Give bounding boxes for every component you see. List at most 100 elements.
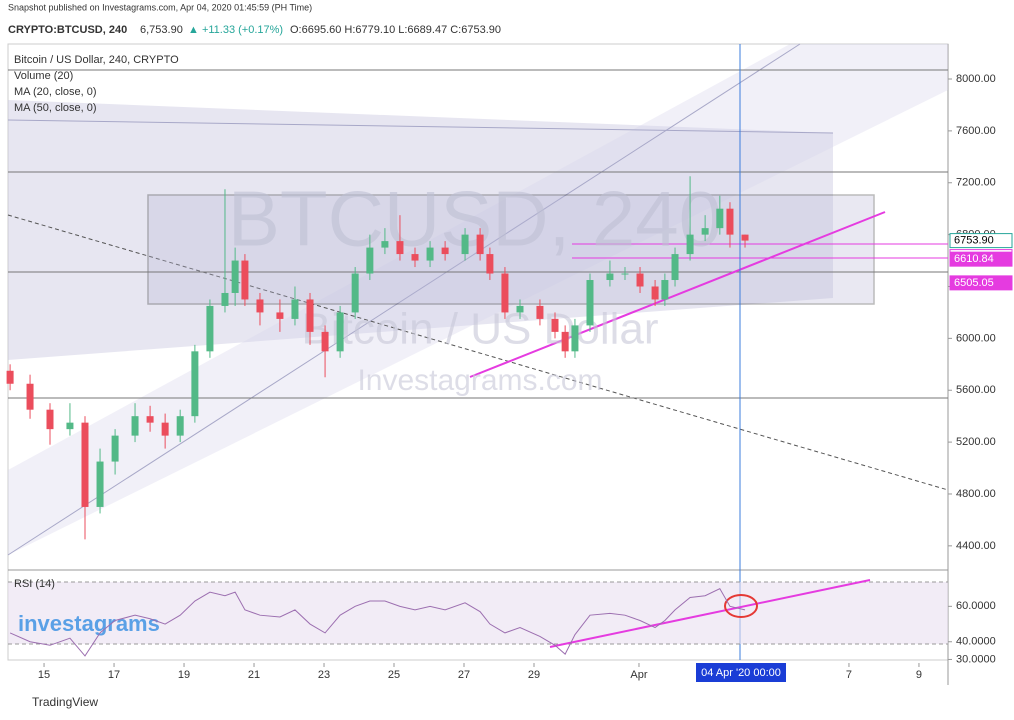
candle-body [741,234,749,241]
candle-body [476,234,484,255]
x-tick-label: 23 [318,669,330,681]
candle-body [161,422,169,436]
candle-body [81,422,89,507]
watermark: Bitcoin / US Dollar [301,305,658,354]
price-label: 6610.84 [954,253,994,265]
candle-body [441,247,449,255]
candle-body [146,416,154,423]
rsi-tick-label: 60.0000 [956,600,996,612]
candle-body [621,273,629,275]
rsi-label: RSI (14) [14,578,55,590]
candle-body [321,331,329,352]
range-box [147,194,875,305]
legend-item: Volume (20) [14,70,73,82]
y-tick-label: 6000.00 [956,332,996,344]
rsi-trend-line [549,579,871,648]
candle-body [111,435,119,462]
x-tick-label: Apr [630,669,647,681]
candle-body [221,292,229,306]
candle-body [716,208,724,229]
candle-body [501,273,509,313]
x-tick-label: 15 [38,669,50,681]
candle-body [66,422,74,430]
price-label: 6753.90 [954,235,994,247]
candle-body [306,299,314,332]
candle-body [551,318,559,332]
x-tick-label: 21 [248,669,260,681]
candle-body [536,305,544,319]
candle-body [651,286,659,300]
y-tick-label: 7200.00 [956,177,996,189]
ohlc: O:6695.60 H:6779.10 L:6689.47 C:6753.90 [290,24,501,36]
candle-body [606,273,614,281]
candle-body [671,254,679,281]
candle-body [411,254,419,261]
price-label: 6505.05 [954,277,994,289]
watermark: Investagrams.com [357,364,602,397]
candle-body [291,299,299,319]
legend-item: MA (50, close, 0) [14,102,97,114]
rsi-band [8,582,948,644]
ticker: CRYPTO:BTCUSD, 240 [8,24,127,36]
x-tick-label: 7 [846,669,852,681]
crosshair-label-bg [696,663,786,682]
x-tick-label: 17 [108,669,120,681]
support-line [469,211,886,378]
candle-body [176,416,184,436]
candle-body [276,312,284,319]
candle-body [586,280,594,326]
candle-body [726,208,734,235]
candle-body [636,273,644,287]
price-label-bg [949,251,1013,267]
y-tick-label: 8000.00 [956,73,996,85]
watermark: BTCUSD, 240 [228,175,722,263]
candle-body [426,247,434,261]
candle-body [351,273,359,313]
x-tick-label: 19 [178,669,190,681]
candle-body [206,305,214,352]
crosshair-label: 04 Apr '20 00:00 [701,667,781,679]
candle-body [96,461,104,507]
candle-body [191,351,199,417]
y-tick-label: 4400.00 [956,540,996,552]
candle-body [381,241,389,248]
footer: TradingView [32,695,98,709]
legend-item: MA (20, close, 0) [14,86,97,98]
candle-body [256,299,264,313]
candle-body [131,416,139,436]
down-channel [8,100,833,360]
candle-body [571,325,579,352]
published-note: Snapshot published on Investagrams.com, … [8,2,312,12]
highlight-circle [724,594,758,618]
candle-body [336,312,344,352]
x-tick-label: 29 [528,669,540,681]
trend-line-dashed [7,214,949,491]
price: 6,753.90 [140,24,183,36]
rsi-line [9,587,746,657]
change: ▲ +11.33 (+0.17%) [188,24,283,36]
candle-body [241,260,249,300]
candle-body [231,260,239,293]
rsi-tick-label: 30.0000 [956,653,996,665]
y-tick-label: 5600.00 [956,384,996,396]
y-tick-label: 7600.00 [956,125,996,137]
candle-body [6,370,14,384]
legend-title: Bitcoin / US Dollar, 240, CRYPTO [14,54,179,66]
brand-logo: investagrams [18,611,160,636]
candle-body [516,305,524,313]
candle-body [686,234,694,255]
candle-body [561,331,569,352]
channel-line [7,43,801,556]
candle-body [26,383,34,410]
price-label-bg [949,275,1013,291]
y-tick-label: 4800.00 [956,488,996,500]
channel-line [7,119,834,134]
candle-body [461,234,469,255]
candle-body [46,409,54,430]
x-tick-label: 9 [916,669,922,681]
candle-body [486,254,494,274]
candle-body [701,228,709,235]
candle-body [366,247,374,274]
y-tick-label: 5200.00 [956,436,996,448]
